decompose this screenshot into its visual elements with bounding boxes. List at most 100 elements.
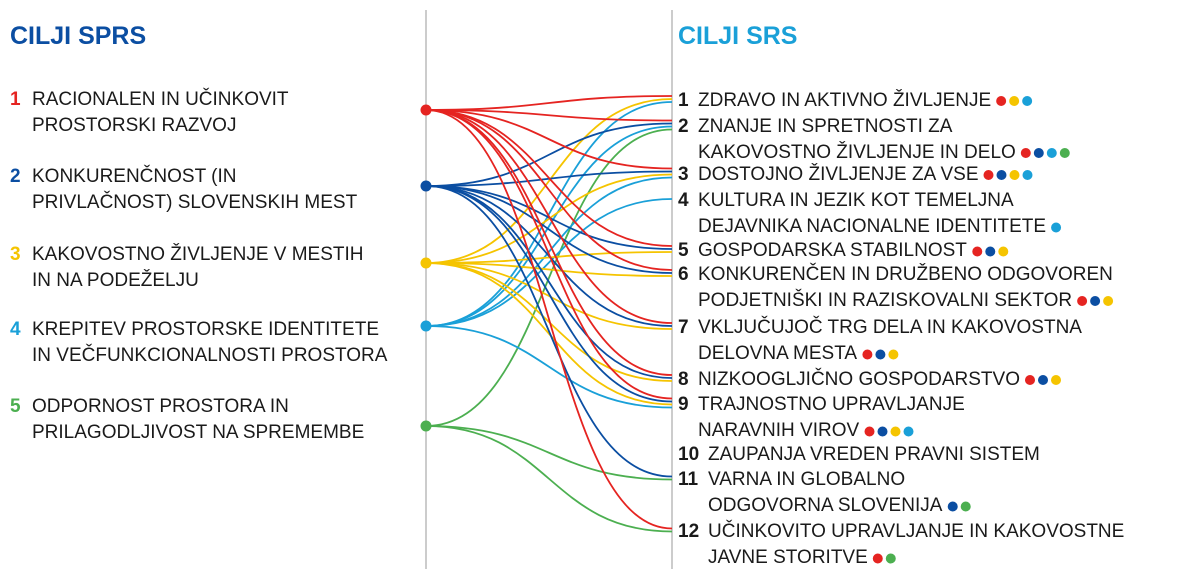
goal-text: DELOVNA MESTA (698, 343, 857, 364)
connection (425, 198, 673, 327)
connection (425, 122, 673, 187)
goal-text: UČINKOVITO UPRAVLJANJE IN KAKOVOSTNE (708, 520, 1124, 542)
left-goal-line: PROSTORSKI RAZVOJ (32, 115, 236, 136)
source-dot (960, 501, 971, 512)
connection (425, 185, 673, 379)
goal-number: 12 (678, 521, 699, 542)
left-goal-line: IN NA PODEŽELJU (32, 269, 199, 291)
connection (425, 425, 673, 481)
connection (425, 109, 673, 247)
connection (425, 95, 673, 111)
goal-text: DOSTOJNO ŽIVLJENJE ZA VSE (698, 163, 979, 185)
connection (425, 109, 673, 530)
goal-number: 1 (10, 89, 21, 110)
goal-text: ODGOVORNA SLOVENIJA (708, 495, 943, 516)
goal-text: KONKURENČEN IN DRUŽBENO ODGOVOREN (698, 263, 1113, 285)
connection (425, 125, 673, 327)
source-dot (1022, 96, 1033, 106)
source-dot (1009, 96, 1020, 106)
connection (425, 173, 673, 264)
source-dot (864, 426, 875, 437)
connection (425, 109, 673, 400)
source-dot (1038, 375, 1048, 385)
goal-number: 9 (678, 394, 689, 415)
source-dot (888, 349, 899, 360)
connection (425, 262, 673, 277)
right-goal-line: KAKOVOSTNO ŽIVLJENJE IN DELO (698, 141, 1016, 163)
source-dot (1025, 375, 1035, 385)
source-dot (1046, 148, 1057, 158)
connection (425, 98, 673, 264)
goal-number: 4 (10, 319, 21, 340)
goal-text: DEJAVNIKA NACIONALNE IDENTITETE (698, 216, 1046, 237)
right-goal-line: 1 ZDRAVO IN AKTIVNO ŽIVLJENJE (678, 89, 991, 111)
left-goal-line: 2 KONKURENČNOST (IN (10, 165, 236, 187)
source-dot (998, 246, 1009, 257)
connection (425, 176, 673, 327)
connection (425, 185, 673, 274)
connection (425, 128, 673, 427)
source-dot (996, 170, 1007, 180)
connection (425, 251, 673, 264)
goal-node (420, 320, 432, 332)
right-goal-line: 8 NIZKOOGLJIČNO GOSPODARSTVO (678, 368, 1020, 390)
source-dot (877, 426, 888, 437)
source-dot (1009, 170, 1020, 180)
right-goal-line: 11 VARNA IN GLOBALNO (678, 469, 905, 490)
right-goal-line: PODJETNIŠKI IN RAZISKOVALNI SEKTOR (698, 289, 1072, 311)
goal-text: PRILAGODLJIVOST NA SPREMEMBE (32, 422, 364, 443)
goal-text: ZAUPANJA VREDEN PRAVNI SISTEM (708, 444, 1040, 465)
source-dot (1051, 375, 1061, 385)
right-goal-line: DELOVNA MESTA (698, 343, 857, 364)
connection (425, 101, 673, 327)
goal-text: JAVNE STORITVE (708, 547, 868, 568)
source-dot (1077, 296, 1088, 306)
goal-text: IN VEČFUNKCIONALNOSTI PROSTORA (32, 344, 388, 366)
connection (425, 109, 673, 122)
goal-text: PROSTORSKI RAZVOJ (32, 115, 236, 136)
goal-text: GOSPODARSKA STABILNOST (698, 240, 967, 261)
source-dot (1033, 148, 1044, 158)
goal-number: 5 (10, 396, 21, 417)
left-title: CILJI SPRS (10, 22, 146, 50)
goal-text: ODPORNOST PROSTORA IN (32, 396, 289, 417)
left-goal-line: 1 RACIONALEN IN UČINKOVIT (10, 88, 289, 110)
right-goal-line: 5 GOSPODARSKA STABILNOST (678, 240, 967, 261)
right-goal-line: 7 VKLJUČUJOČ TRG DELA IN KAKOVOSTNA (678, 316, 1082, 338)
left-goal-line: 3 KAKOVOSTNO ŽIVLJENJE V MESTIH (10, 243, 364, 265)
goal-number: 11 (678, 469, 699, 490)
connection (425, 185, 673, 403)
source-dot (862, 349, 873, 360)
left-goal-line: 5 ODPORNOST PROSTORA IN (10, 396, 289, 417)
source-dot (872, 553, 883, 564)
goal-text: KAKOVOSTNO ŽIVLJENJE V MESTIH (32, 243, 364, 265)
right-goal-line: 12 UČINKOVITO UPRAVLJANJE IN KAKOVOSTNE (678, 520, 1124, 542)
goal-text: RACIONALEN IN UČINKOVIT (32, 88, 289, 110)
goal-text: ZNANJE IN SPRETNOSTI ZA (698, 116, 953, 137)
connection (425, 185, 673, 478)
goal-number: 4 (678, 190, 689, 211)
connection (425, 109, 673, 376)
right-goal-line: 2 ZNANJE IN SPRETNOSTI ZA (678, 116, 953, 137)
goal-number: 5 (678, 240, 689, 261)
goal-text: KAKOVOSTNO ŽIVLJENJE IN DELO (698, 141, 1016, 163)
goal-text: KREPITEV PROSTORSKE IDENTITETE (32, 319, 379, 340)
connection (425, 109, 673, 170)
source-dot (875, 349, 886, 360)
source-dot (1051, 222, 1062, 233)
goal-text: TRAJNOSTNO UPRAVLJANJE (698, 394, 965, 415)
goal-node (420, 104, 432, 116)
goal-text: VKLJUČUJOČ TRG DELA IN KAKOVOSTNA (698, 316, 1082, 338)
goal-node (420, 420, 432, 432)
source-dot (985, 246, 996, 257)
connection (425, 325, 673, 409)
source-dot (1022, 170, 1033, 180)
source-dot (890, 426, 901, 437)
goal-number: 6 (678, 264, 689, 285)
source-dot (1103, 296, 1114, 306)
right-goal-line: DEJAVNIKA NACIONALNE IDENTITETE (698, 216, 1046, 237)
goal-number: 10 (678, 444, 699, 465)
left-goal-line: PRILAGODLJIVOST NA SPREMEMBE (32, 422, 364, 443)
